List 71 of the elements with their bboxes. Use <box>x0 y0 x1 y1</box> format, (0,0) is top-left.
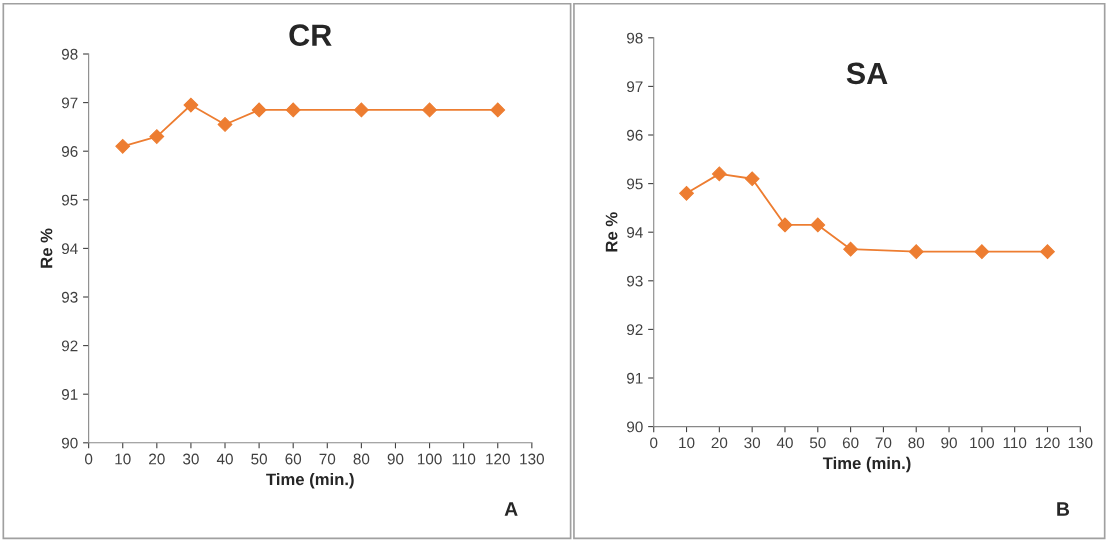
point <box>149 129 165 145</box>
x-tick-label: 130 <box>520 453 544 465</box>
x-tick-label: 120 <box>1035 437 1060 449</box>
chart-title: CR <box>289 24 332 46</box>
y-tick-label: 90 <box>627 421 643 433</box>
y-tick-label: 94 <box>61 243 78 255</box>
y-tick-label: 98 <box>627 32 643 44</box>
text: A <box>504 502 518 516</box>
point <box>1040 244 1055 260</box>
text: B <box>1057 502 1070 516</box>
point <box>183 97 199 113</box>
x-tick-label: 130 <box>1068 437 1093 449</box>
x-tick-label: 100 <box>417 453 442 465</box>
x-axis-title: Time (min.) <box>266 473 354 489</box>
point <box>679 185 694 201</box>
y-tick-label: 94 <box>627 227 643 238</box>
x-tick-label: 80 <box>353 453 370 465</box>
point <box>353 102 369 118</box>
x-tick-label: 40 <box>216 453 233 465</box>
y-tick-label: 96 <box>61 146 78 157</box>
x-tick-label: 110 <box>1003 437 1027 449</box>
text: SA <box>846 62 888 85</box>
x-tick-label: 20 <box>711 437 728 449</box>
point <box>777 217 793 233</box>
x-tick-label: 50 <box>251 453 267 465</box>
point <box>217 117 233 132</box>
x-tick-label: 90 <box>387 453 404 465</box>
y-tick-label: 91 <box>61 389 78 400</box>
x-tick-label: 110 <box>452 453 476 465</box>
y-tick-label: 97 <box>627 81 643 93</box>
x-tick-label: 30 <box>744 437 761 449</box>
y-tick-label: 98 <box>61 48 78 60</box>
x-tick-label: 60 <box>285 453 302 465</box>
point <box>711 166 727 182</box>
point <box>251 102 267 118</box>
x-tick-label: 70 <box>319 453 336 465</box>
y-axis-title: Re % <box>605 212 618 252</box>
y-tick-label: 93 <box>627 275 643 287</box>
x-tick-label: 60 <box>842 437 859 449</box>
x-tick-label: 50 <box>809 437 826 449</box>
y-tick-label: 93 <box>61 291 78 303</box>
x-tick-label: 80 <box>908 437 925 449</box>
x-tick-label: 100 <box>970 437 995 449</box>
y-tick-label: 91 <box>627 372 643 384</box>
point <box>908 244 924 260</box>
point <box>422 102 437 118</box>
x-tick-label: 120 <box>486 453 510 465</box>
x-tick-label: 20 <box>149 453 165 465</box>
y-tick-label: 96 <box>627 129 643 141</box>
point <box>285 102 301 118</box>
point <box>974 244 990 260</box>
point <box>843 241 858 257</box>
x-tick-label: 0 <box>84 453 93 465</box>
point <box>115 138 131 154</box>
x-tick-label: 0 <box>650 437 658 449</box>
y-tick-label: 97 <box>61 97 78 109</box>
x-tick-label: 70 <box>875 437 892 449</box>
y-tick-label: 92 <box>627 324 643 336</box>
x-tick-label: 40 <box>776 437 793 449</box>
x-axis-title: Time (min.) <box>822 456 911 473</box>
point <box>810 217 826 233</box>
y-tick-label: 92 <box>61 340 78 352</box>
point <box>490 102 506 118</box>
y-axis-title: Re % <box>40 228 53 268</box>
x-tick-label: 10 <box>679 437 695 449</box>
x-tick-label: 30 <box>183 453 199 465</box>
x-tick-label: 10 <box>115 453 131 465</box>
y-tick-label: 95 <box>61 194 78 206</box>
point <box>744 171 760 187</box>
x-tick-label: 90 <box>941 437 957 449</box>
y-tick-label: 95 <box>627 178 643 190</box>
